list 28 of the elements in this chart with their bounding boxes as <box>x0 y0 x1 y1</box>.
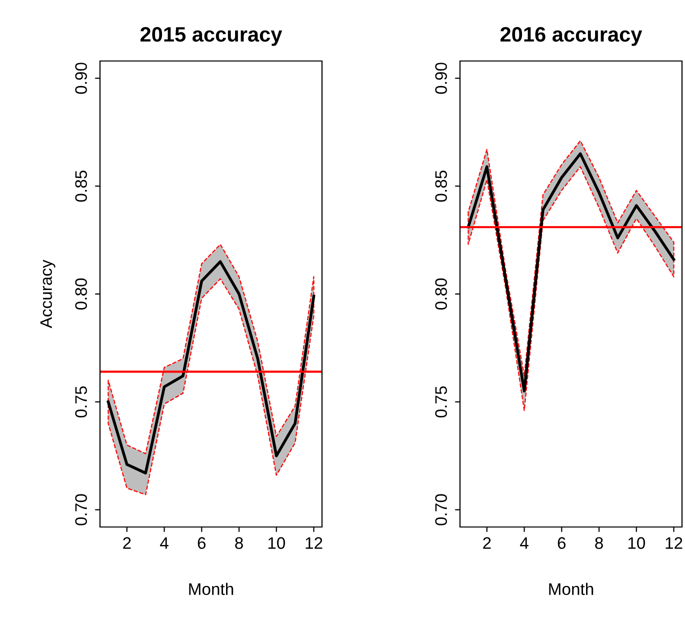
y-tick-label: 0.70 <box>435 494 447 526</box>
y-tick-label: 0.80 <box>75 278 87 310</box>
y-tick-label: 0.85 <box>75 170 87 202</box>
y-tick-label: 0.90 <box>75 62 87 94</box>
y-tick-label: 0.75 <box>75 386 87 418</box>
x-tick-label: 2 <box>483 537 491 549</box>
x-tick-label: 6 <box>558 537 566 549</box>
x-tick-label: 2 <box>123 537 131 549</box>
y-tick-label: 0.70 <box>75 494 87 526</box>
x-axis-title: Month <box>549 582 594 596</box>
y-axis-title: Accuracy <box>40 260 56 328</box>
x-tick-label: 4 <box>160 537 168 549</box>
x-tick-label: 4 <box>520 537 528 549</box>
x-axis-title: Month <box>189 582 234 596</box>
y-tick-label: 0.80 <box>435 278 447 310</box>
x-tick-label: 12 <box>666 537 682 549</box>
x-tick-label: 8 <box>235 537 243 549</box>
chart-title: 2015 accuracy <box>140 27 282 46</box>
x-tick-label: 8 <box>595 537 603 549</box>
y-tick-label: 0.75 <box>435 386 447 418</box>
line-series <box>106 260 316 474</box>
x-tick-label: 10 <box>628 537 646 549</box>
chart-title: 2016 accuracy <box>500 27 642 46</box>
y-tick-label: 0.85 <box>435 170 447 202</box>
x-tick-label: 6 <box>198 537 206 549</box>
y-tick-label: 0.90 <box>435 62 447 94</box>
x-tick-label: 10 <box>268 537 286 549</box>
x-tick-label: 12 <box>306 537 322 549</box>
